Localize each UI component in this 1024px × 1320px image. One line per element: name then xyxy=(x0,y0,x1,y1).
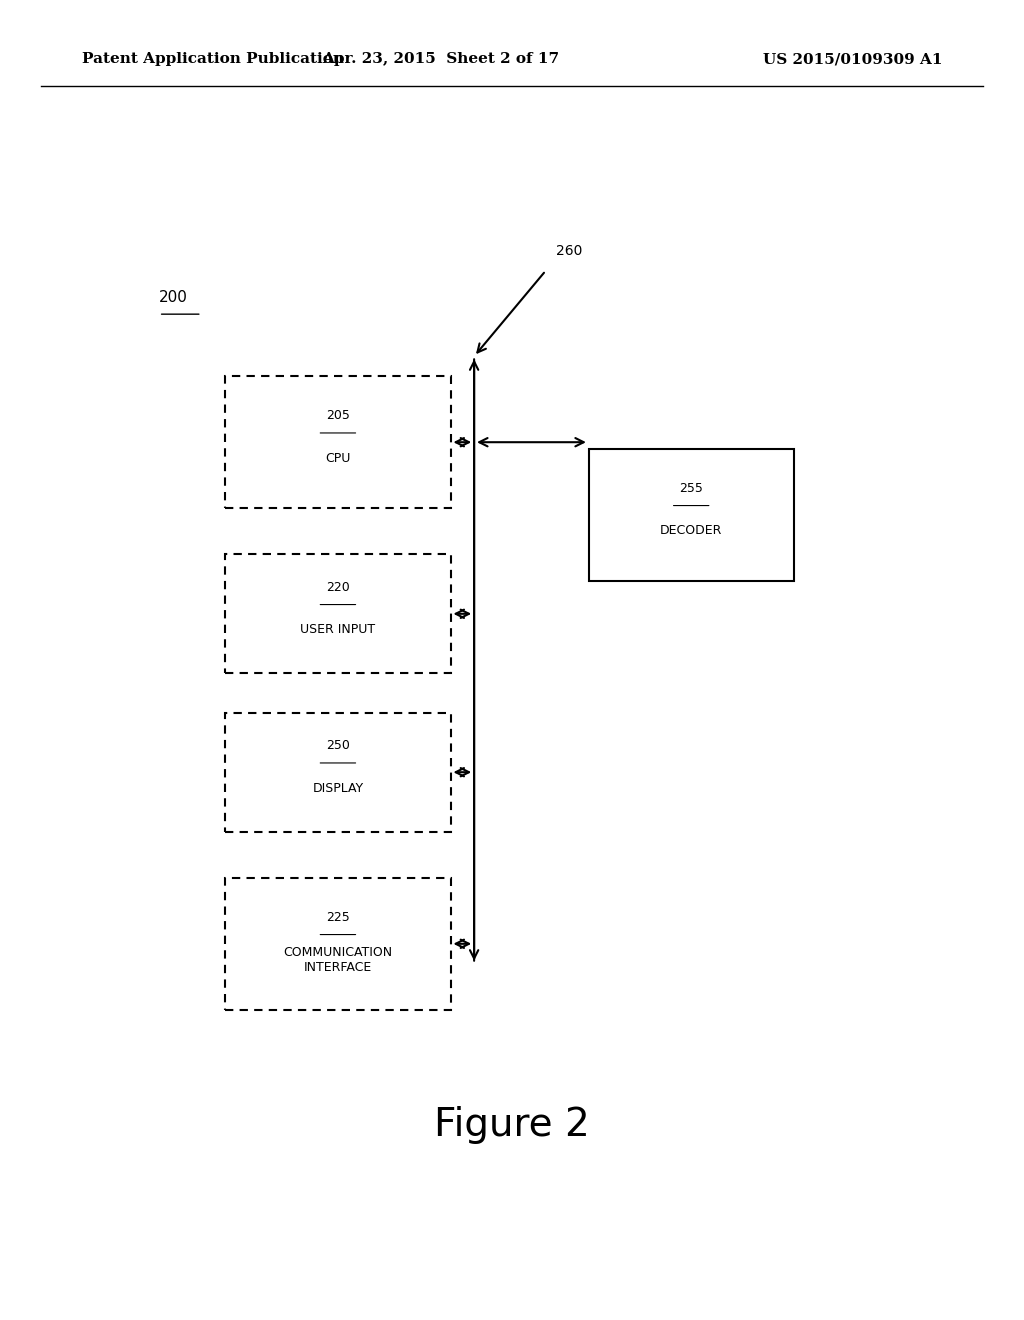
FancyBboxPatch shape xyxy=(225,554,451,673)
Text: 225: 225 xyxy=(326,911,350,924)
FancyBboxPatch shape xyxy=(589,449,794,581)
Text: 260: 260 xyxy=(556,244,583,257)
Text: CPU: CPU xyxy=(326,451,350,465)
Text: DISPLAY: DISPLAY xyxy=(312,781,364,795)
Text: 200: 200 xyxy=(159,289,187,305)
FancyBboxPatch shape xyxy=(225,376,451,508)
Text: 250: 250 xyxy=(326,739,350,752)
FancyBboxPatch shape xyxy=(225,713,451,832)
Text: 220: 220 xyxy=(326,581,350,594)
FancyBboxPatch shape xyxy=(225,878,451,1010)
Text: COMMUNICATION
INTERFACE: COMMUNICATION INTERFACE xyxy=(284,945,392,974)
Text: USER INPUT: USER INPUT xyxy=(300,623,376,636)
Text: Figure 2: Figure 2 xyxy=(434,1106,590,1143)
Text: DECODER: DECODER xyxy=(660,524,722,537)
Text: US 2015/0109309 A1: US 2015/0109309 A1 xyxy=(763,53,942,66)
Text: 255: 255 xyxy=(679,482,703,495)
Text: 205: 205 xyxy=(326,409,350,422)
Text: Patent Application Publication: Patent Application Publication xyxy=(82,53,344,66)
Text: Apr. 23, 2015  Sheet 2 of 17: Apr. 23, 2015 Sheet 2 of 17 xyxy=(322,53,559,66)
